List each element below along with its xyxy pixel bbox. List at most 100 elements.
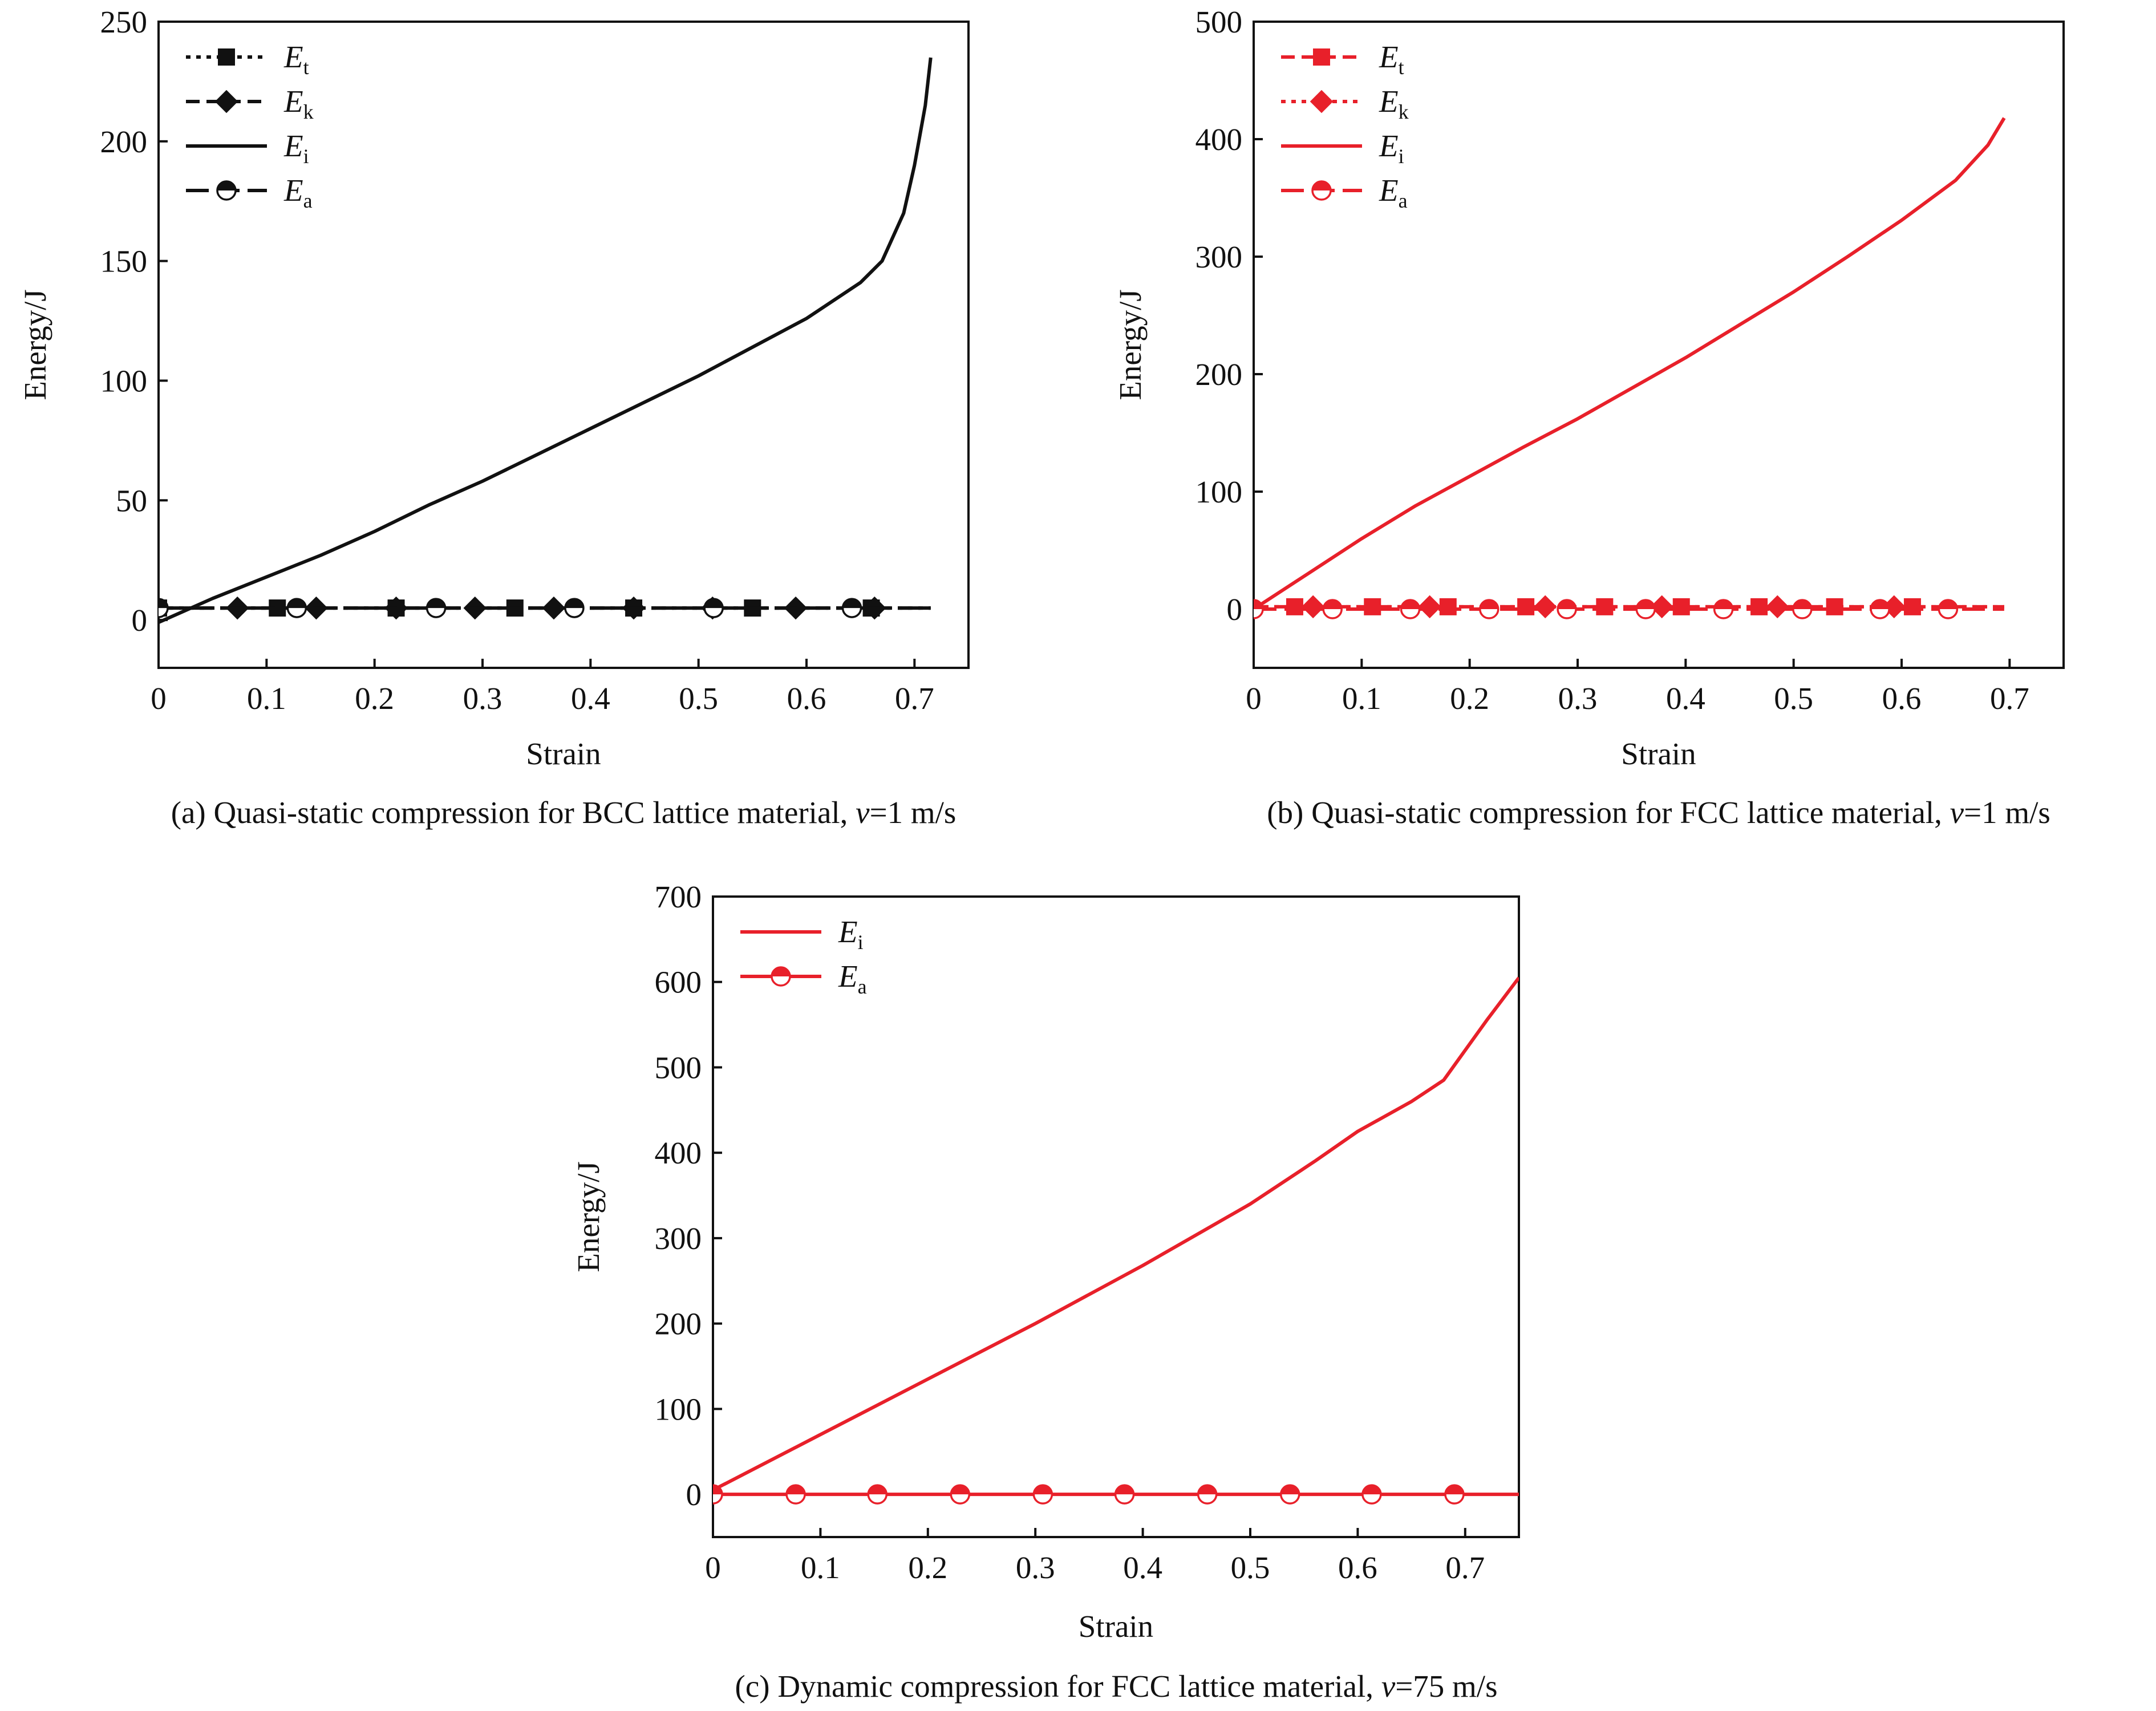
series-line-Ei	[159, 57, 933, 625]
data-point-Ea	[1197, 1484, 1218, 1505]
y-tick-label: 300	[655, 1221, 702, 1256]
y-tick-label: 100	[1195, 475, 1243, 509]
legend-label-Ea: Ea	[838, 959, 867, 998]
data-point-Ek	[1533, 595, 1557, 619]
series-group	[159, 57, 933, 625]
x-tick-label: 0.3	[463, 681, 502, 716]
data-point-Ea-fill	[704, 599, 723, 609]
panel-b: 0 0.1 0.2 0.3 0.4 0.5 0.6 0.7 0 100 200 300 400 500 St…	[1113, 5, 2065, 830]
data-point-Ea-fill	[1558, 600, 1577, 609]
data-point-Ea	[1254, 599, 1264, 619]
data-point-Ea	[1322, 599, 1343, 619]
x-tick-label: 0.6	[787, 681, 826, 716]
data-point-Ea	[1557, 599, 1577, 619]
caption-suffix: =1 m/s	[870, 795, 957, 830]
data-point-Ea	[1478, 599, 1500, 619]
legend-marker-Ea-fill	[1312, 181, 1331, 190]
data-point-Ek	[1650, 595, 1673, 619]
data-point-Ea-fill	[1714, 600, 1733, 609]
plot-frame-c	[712, 895, 1520, 1538]
legend-label-Ei: Ei	[838, 914, 864, 954]
y-tick-label: 250	[100, 5, 148, 39]
data-point-Ea	[950, 1484, 971, 1505]
data-point-Ea-fill	[1871, 600, 1890, 609]
y-tick-label: 500	[1195, 5, 1243, 39]
data-point-Ea	[1938, 599, 1959, 619]
data-point-Ea-fill	[1323, 600, 1342, 609]
data-point-Ea	[1444, 1484, 1465, 1505]
caption-prefix: (c) Dynamic compression for FCC lattice …	[735, 1669, 1381, 1704]
data-point-Ea	[1792, 599, 1813, 619]
x-tick-label: 0.3	[1016, 1550, 1055, 1585]
y-tick-label: 0	[1227, 592, 1243, 627]
x-tick-label: 0.5	[679, 681, 718, 716]
plot-frame-a	[157, 21, 970, 669]
chart-caption: (a) Quasi-static compression for BCC lat…	[171, 795, 957, 830]
legend-label-Et: Et	[1379, 39, 1404, 79]
data-point-Ea	[713, 1484, 723, 1505]
x-tick-label: 0.1	[247, 681, 286, 716]
y-tick-label: 100	[100, 363, 148, 398]
data-point-Ea	[286, 598, 307, 618]
legend-subscript: i	[858, 931, 864, 954]
data-point-Ea-fill	[1034, 1485, 1052, 1495]
y-axis-label: Energy/J	[1113, 289, 1148, 400]
x-tick-label: 0	[705, 1550, 721, 1585]
y-tick-label: 700	[655, 879, 702, 914]
caption-var: v	[1381, 1669, 1396, 1704]
x-axis-label: Strain	[1621, 736, 1696, 771]
data-point-Ea-fill	[1280, 1485, 1299, 1495]
x-tick-label: 0.2	[355, 681, 394, 716]
data-point-Ea	[1361, 1484, 1382, 1505]
series-group	[1254, 117, 2006, 619]
data-point-Ea	[841, 598, 862, 618]
x-tick-label: 0.5	[1231, 1550, 1270, 1585]
x-tick-label: 0.4	[571, 681, 610, 716]
x-tick-label: 0.3	[1558, 681, 1598, 716]
data-point-Ea	[1032, 1484, 1053, 1505]
y-tick-label: 200	[100, 124, 148, 159]
data-point-Ea	[1870, 599, 1890, 619]
data-point-Ea-fill	[1636, 600, 1655, 609]
data-point-Ea	[1400, 599, 1421, 619]
legend-marker-Ek	[1310, 90, 1334, 113]
y-tick-label: 0	[132, 603, 148, 638]
legend-symbol: E	[283, 84, 303, 119]
data-point-Ea	[1114, 1484, 1135, 1505]
data-point-Ea-fill	[868, 1485, 887, 1495]
x-tick-label: 0.1	[801, 1550, 840, 1585]
data-point-Ek	[542, 596, 566, 620]
data-point-Ea	[1635, 599, 1656, 619]
series-line-Ei	[1254, 117, 2006, 611]
data-point-Ea	[159, 598, 169, 618]
data-point-Ea-fill	[1793, 600, 1811, 609]
y-tick-label: 400	[655, 1136, 702, 1170]
legend-label-Ek: Ek	[1379, 84, 1409, 123]
y-tick-label: 0	[686, 1477, 702, 1512]
legend-subscript: t	[1399, 56, 1404, 79]
legend-symbol: E	[1379, 173, 1399, 208]
x-tick-label: 0.6	[1338, 1550, 1377, 1585]
data-point-Ea-fill	[1445, 1485, 1464, 1495]
x-tick-label: 0.5	[1774, 681, 1813, 716]
y-tick-label: 100	[655, 1392, 702, 1426]
legend-label-Ei: Ei	[283, 128, 309, 168]
chart-caption: (b) Quasi-static compression for FCC lat…	[1267, 795, 2050, 830]
legend-marker-Et	[1313, 48, 1330, 66]
caption-var: v	[1950, 795, 1964, 830]
data-point-Ea	[703, 598, 724, 618]
series-line-Ei	[713, 976, 1519, 1492]
legend-subscript: a	[303, 189, 313, 212]
y-tick-label: 500	[655, 1050, 702, 1085]
data-point-Ea-fill	[1254, 600, 1263, 609]
legend-marker-Ea-fill	[217, 181, 236, 190]
x-tick-label: 0.7	[1445, 1550, 1485, 1585]
y-axis-label: Energy/J	[18, 289, 52, 400]
legend-subscript: k	[303, 100, 314, 123]
x-tick-label: 0.1	[1342, 681, 1381, 716]
data-point-Ea-fill	[1401, 600, 1420, 609]
legend-subscript: a	[1399, 189, 1408, 212]
data-point-Ea	[425, 598, 447, 618]
